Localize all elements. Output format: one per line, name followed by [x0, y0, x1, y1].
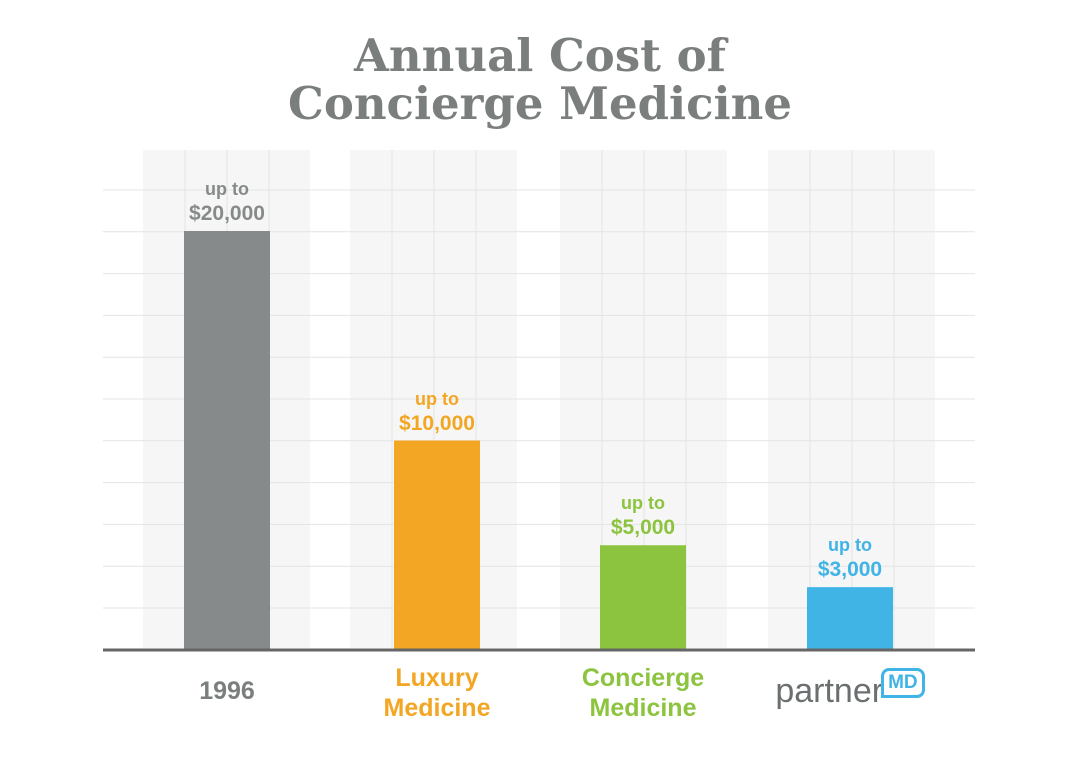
value-label: up to $5,000 [573, 491, 713, 541]
logo-badge: MD [881, 668, 925, 698]
value-label: up to $20,000 [157, 177, 297, 227]
bar [394, 440, 480, 650]
x-tick-label: Luxury Medicine [383, 664, 491, 722]
value-label-prefix: up to [828, 535, 872, 556]
value-label-amount: $10,000 [399, 411, 475, 435]
logo-text: partner [775, 672, 884, 710]
value-label-prefix: up to [205, 179, 249, 199]
value-label-amount: $3,000 [817, 558, 883, 582]
chart-title: Annual Cost of Concierge Medicine [288, 29, 792, 130]
value-label: up to $3,000 [780, 533, 920, 583]
value-label: up to $10,000 [367, 387, 507, 437]
x-tick-label: Concierge Medicine [581, 664, 705, 722]
bar [184, 231, 270, 650]
x-tick-label: 1996 [199, 677, 255, 705]
value-label-amount: $5,000 [610, 516, 676, 540]
value-label-prefix: up to [621, 493, 665, 514]
bar [600, 545, 686, 650]
logo: partner MD [760, 668, 940, 709]
value-label-prefix: up to [415, 388, 459, 409]
bar [807, 587, 893, 650]
value-label-amount: $20,000 [189, 202, 265, 225]
